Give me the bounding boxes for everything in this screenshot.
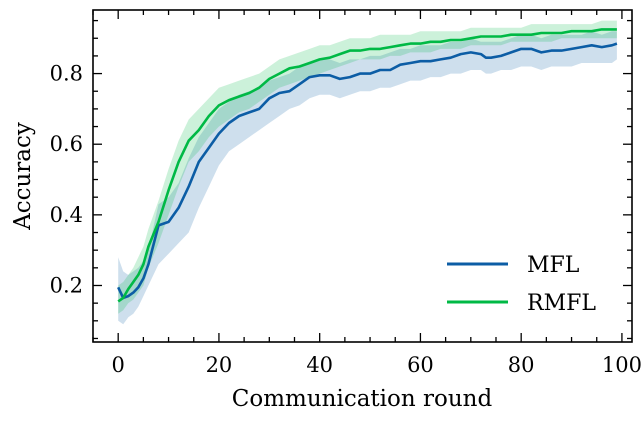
x-tick-label: 100 <box>602 353 642 377</box>
x-tick-label: 60 <box>407 353 434 377</box>
x-tick-label: 40 <box>306 353 333 377</box>
tick-labels: 0 20 40 60 80 100 0.2 0.4 0.6 0.8 <box>50 62 642 377</box>
x-axis-label: Communication round <box>232 386 493 412</box>
series-line-mfl <box>117 42 618 300</box>
axis-ticks <box>92 10 632 342</box>
x-tick-label: 80 <box>508 353 535 377</box>
legend-label-mfl: MFL <box>527 253 580 278</box>
x-tick-label: 0 <box>111 353 124 377</box>
series-line-rmfl <box>117 28 617 303</box>
plot-frame <box>92 9 633 343</box>
y-tick-label: 0.8 <box>50 62 83 86</box>
y-tick-label: 0.6 <box>50 132 83 156</box>
confidence-bands <box>118 20 617 325</box>
y-axis-label: Accuracy <box>10 122 36 231</box>
y-tick-label: 0.4 <box>50 203 83 227</box>
band-mfl <box>118 31 617 325</box>
legend: MFL RMFL <box>447 253 596 316</box>
legend-label-rmfl: RMFL <box>527 291 596 316</box>
x-tick-label: 20 <box>206 353 233 377</box>
series-lines <box>117 28 618 303</box>
y-tick-label: 0.2 <box>50 273 83 297</box>
